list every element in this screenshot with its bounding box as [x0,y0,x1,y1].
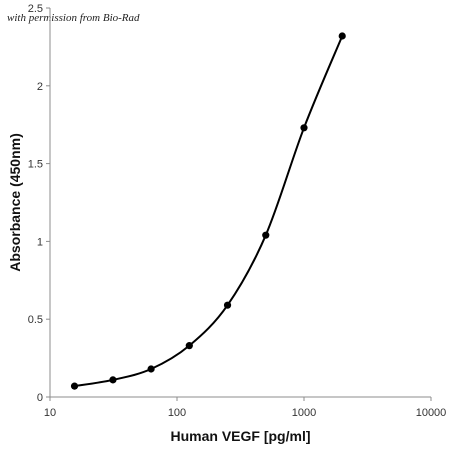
y-tick-label: 0.5 [28,314,43,326]
data-point [185,342,193,350]
y-tick-label: 2 [37,81,43,93]
y-tick-label: 1.5 [28,159,43,171]
y-axis-ticks: 0 0.5 1 1.5 2 2.5 [28,3,50,404]
x-tick-label: 10000 [416,407,447,419]
x-tick-label: 1000 [292,407,316,419]
data-point [109,376,117,384]
data-point [147,365,155,373]
data-points [70,32,346,390]
standard-curve-line [74,35,344,388]
x-tick-label: 10 [44,407,56,419]
y-tick-label: 0 [37,392,43,404]
data-point [223,301,232,309]
y-axis-title: Absorbance (450nm) [7,133,23,271]
data-point [338,32,346,40]
data-point [300,124,308,132]
data-point [262,231,270,239]
y-tick-label: 1 [37,236,43,248]
y-tick-label: 2.5 [28,3,43,15]
credit-note: with permission from Bio-Rad [7,12,140,24]
data-point [70,382,79,390]
x-axis-title: Human VEGF [pg/ml] [171,428,311,444]
x-tick-label: 100 [168,407,186,419]
x-axis-ticks: 10 100 1000 10000 [44,397,446,419]
